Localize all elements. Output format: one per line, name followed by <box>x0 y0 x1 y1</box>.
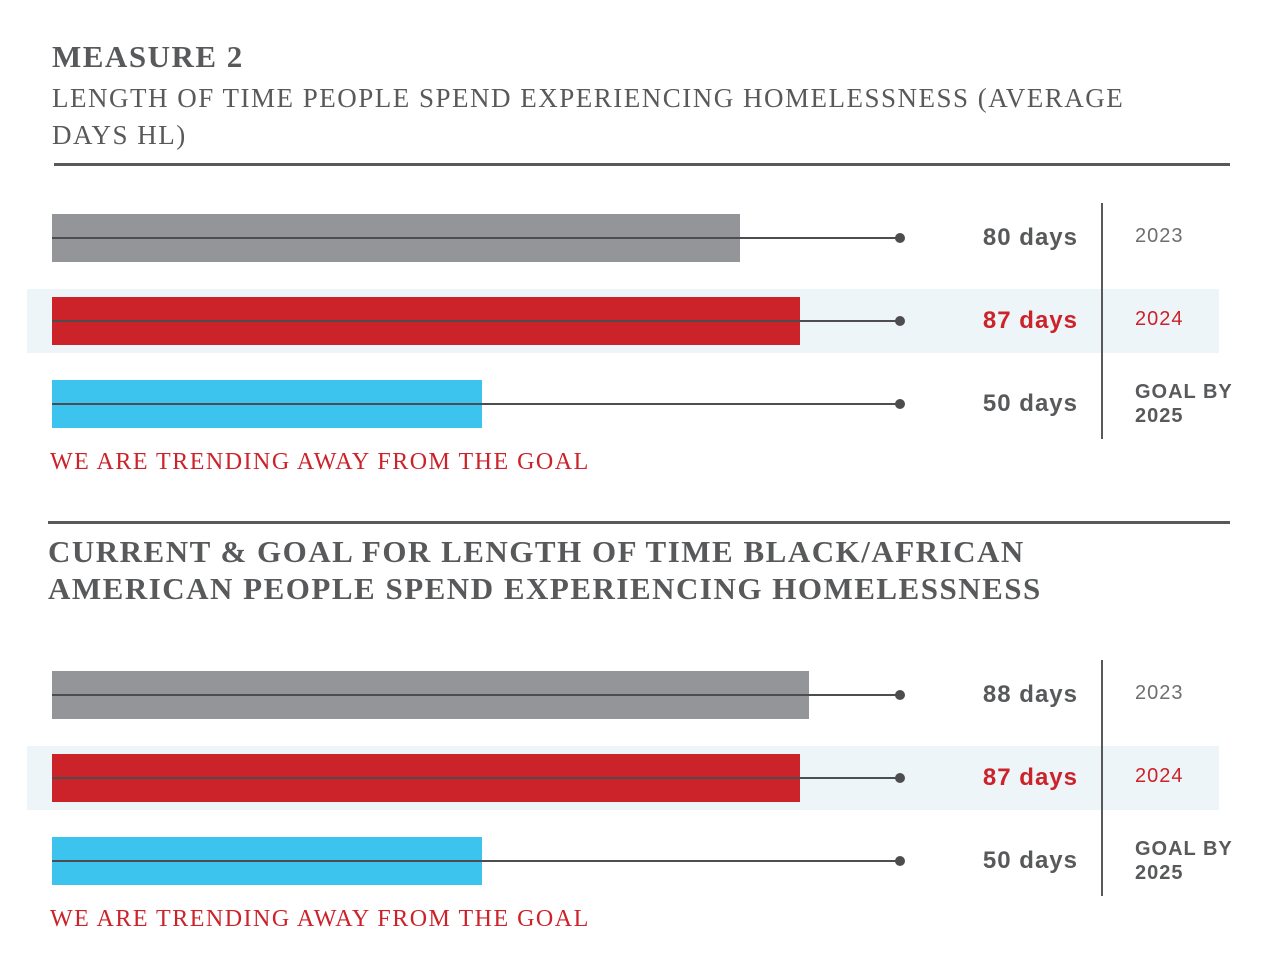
chart-subtitle: LENGTH OF TIME PEOPLE SPEND EXPERIENCING… <box>52 83 1125 150</box>
reference-dot <box>895 856 905 866</box>
category-label: GOAL BY 2025 <box>1135 381 1233 427</box>
reference-dot <box>895 316 905 326</box>
chart-title: MEASURE 2 <box>52 39 244 74</box>
value-label: 50 days <box>982 847 1078 874</box>
value-label: 87 days <box>982 307 1078 334</box>
divider <box>1101 203 1103 439</box>
chart-title: CURRENT & GOAL FOR LENGTH OF TIME BLACK/… <box>48 534 1042 606</box>
category-label: 2024 <box>1135 308 1184 330</box>
divider <box>1101 660 1103 896</box>
value-label: 80 days <box>982 224 1078 251</box>
reference-dot <box>895 773 905 783</box>
reference-line <box>52 694 900 696</box>
category-label: 2024 <box>1135 765 1184 787</box>
value-label: 50 days <box>982 390 1078 417</box>
reference-dot <box>895 399 905 409</box>
rule <box>48 521 1230 524</box>
category-label: 2023 <box>1135 682 1184 704</box>
reference-line <box>52 777 900 779</box>
rule <box>54 163 1230 166</box>
reference-line <box>52 237 900 239</box>
annotation: WE ARE TRENDING AWAY FROM THE GOAL <box>50 449 590 475</box>
reference-dot <box>895 233 905 243</box>
value-label: 87 days <box>982 764 1078 791</box>
reference-line <box>52 860 900 862</box>
annotation: WE ARE TRENDING AWAY FROM THE GOAL <box>50 906 590 932</box>
reference-dot <box>895 690 905 700</box>
category-label: GOAL BY 2025 <box>1135 838 1233 884</box>
category-label: 2023 <box>1135 225 1184 247</box>
reference-line <box>52 320 900 322</box>
reference-line <box>52 403 900 405</box>
value-label: 88 days <box>982 681 1078 708</box>
